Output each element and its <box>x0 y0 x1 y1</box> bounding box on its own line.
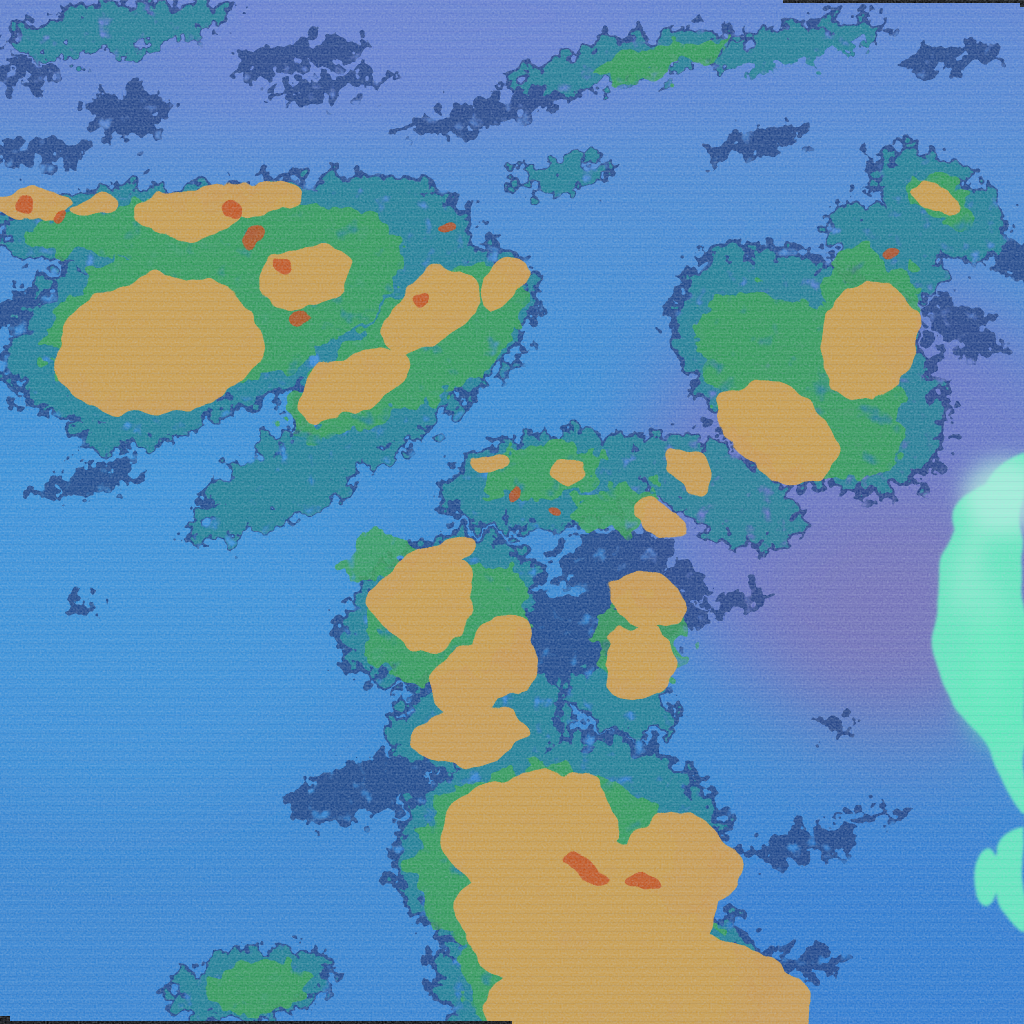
film-grain <box>0 0 1024 1024</box>
satellite-image-frame <box>0 0 1024 1024</box>
satellite-image <box>0 0 1024 1024</box>
scene-root <box>0 0 1024 1024</box>
